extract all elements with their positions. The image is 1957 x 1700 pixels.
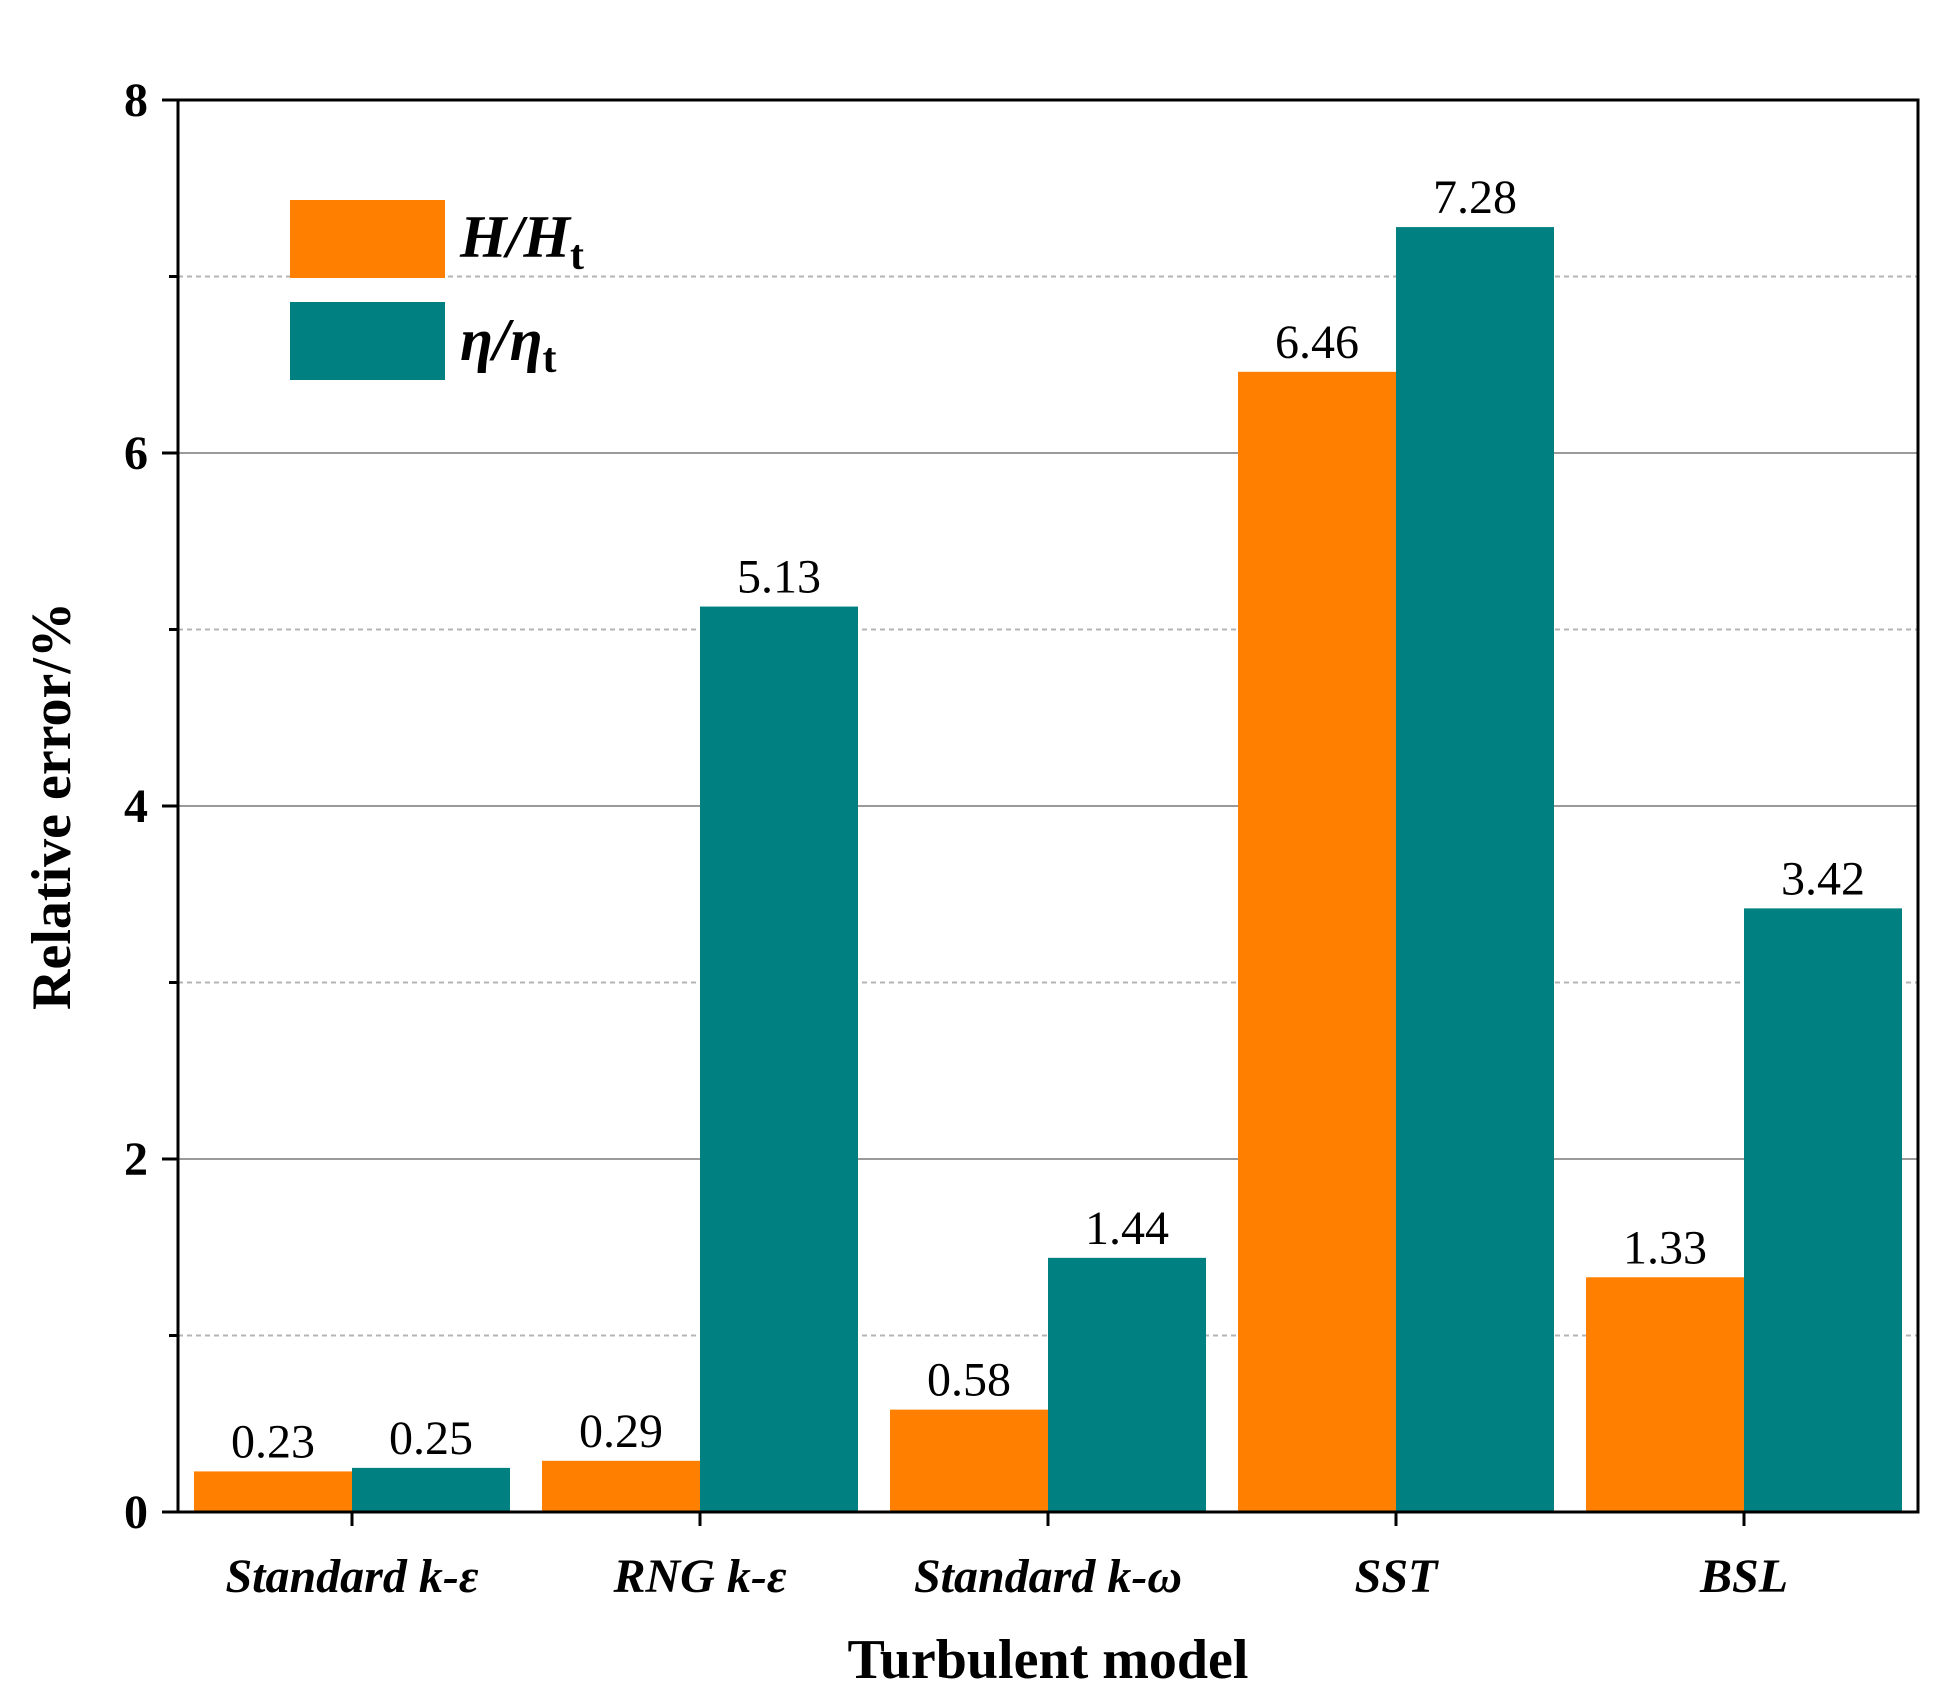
bar-efficiency-ratio	[1048, 1257, 1206, 1512]
data-labels: 0.23 0.25 0.29 5.13 0.58 1.44 6.46 7.28 1.33 3.42	[231, 171, 1865, 1468]
x-category-label: BSL	[1699, 1550, 1788, 1603]
bars	[194, 227, 1902, 1513]
data-label-efficiency-ratio: 1.44	[1085, 1202, 1169, 1255]
y-tick-label: 2	[124, 1133, 148, 1186]
x-category-label: Standard k-ε	[225, 1550, 478, 1603]
legend-label-efficiency-ratio: η/ηt	[460, 307, 557, 382]
bar-head-ratio	[890, 1409, 1048, 1512]
data-label-head-ratio: 1.33	[1623, 1221, 1707, 1274]
data-label-head-ratio: 0.29	[579, 1405, 663, 1458]
y-axis-title: Relative error/%	[21, 602, 83, 1010]
bar-efficiency-ratio	[352, 1467, 510, 1512]
y-tick-label: 4	[124, 780, 148, 833]
y-tick-label: 0	[124, 1486, 148, 1539]
x-category-label: Standard k-ω	[914, 1550, 1182, 1603]
x-category-label: SST	[1355, 1550, 1439, 1603]
legend-swatch-head-ratio	[290, 200, 445, 278]
x-axis-title: Turbulent model	[848, 1629, 1249, 1691]
bar-efficiency-ratio	[1744, 908, 1902, 1512]
bar-head-ratio	[1238, 371, 1396, 1512]
grid-lines	[178, 275, 1918, 1337]
data-label-efficiency-ratio: 5.13	[737, 551, 821, 604]
legend-swatch-efficiency-ratio	[290, 302, 445, 380]
legend-sub-efficiency-ratio: t	[543, 336, 557, 382]
legend-main-head-ratio: H/H	[459, 204, 572, 270]
bar-head-ratio	[194, 1471, 352, 1512]
bar-head-ratio	[1586, 1277, 1744, 1512]
bar-head-ratio	[542, 1460, 700, 1512]
bar-efficiency-ratio	[1396, 227, 1554, 1513]
legend: H/Ht η/ηt	[290, 200, 584, 382]
data-label-efficiency-ratio: 3.42	[1781, 852, 1865, 905]
data-label-efficiency-ratio: 7.28	[1433, 171, 1517, 224]
bar-efficiency-ratio	[700, 606, 858, 1512]
legend-main-efficiency-ratio: η/η	[460, 307, 543, 373]
data-label-head-ratio: 6.46	[1275, 316, 1359, 369]
axis-ticks: 0 2 4 6 8 Standard k-ε RNG k-ε Standard k-ω SST B…	[124, 74, 1788, 1603]
data-label-head-ratio: 0.23	[231, 1415, 315, 1468]
legend-label-head-ratio: H/Ht	[459, 204, 584, 279]
y-tick-label: 6	[124, 427, 148, 480]
data-label-efficiency-ratio: 0.25	[389, 1412, 473, 1465]
x-category-label: RNG k-ε	[612, 1550, 786, 1603]
y-tick-label: 8	[124, 74, 148, 127]
legend-sub-head-ratio: t	[570, 233, 584, 279]
data-label-head-ratio: 0.58	[927, 1354, 1011, 1407]
